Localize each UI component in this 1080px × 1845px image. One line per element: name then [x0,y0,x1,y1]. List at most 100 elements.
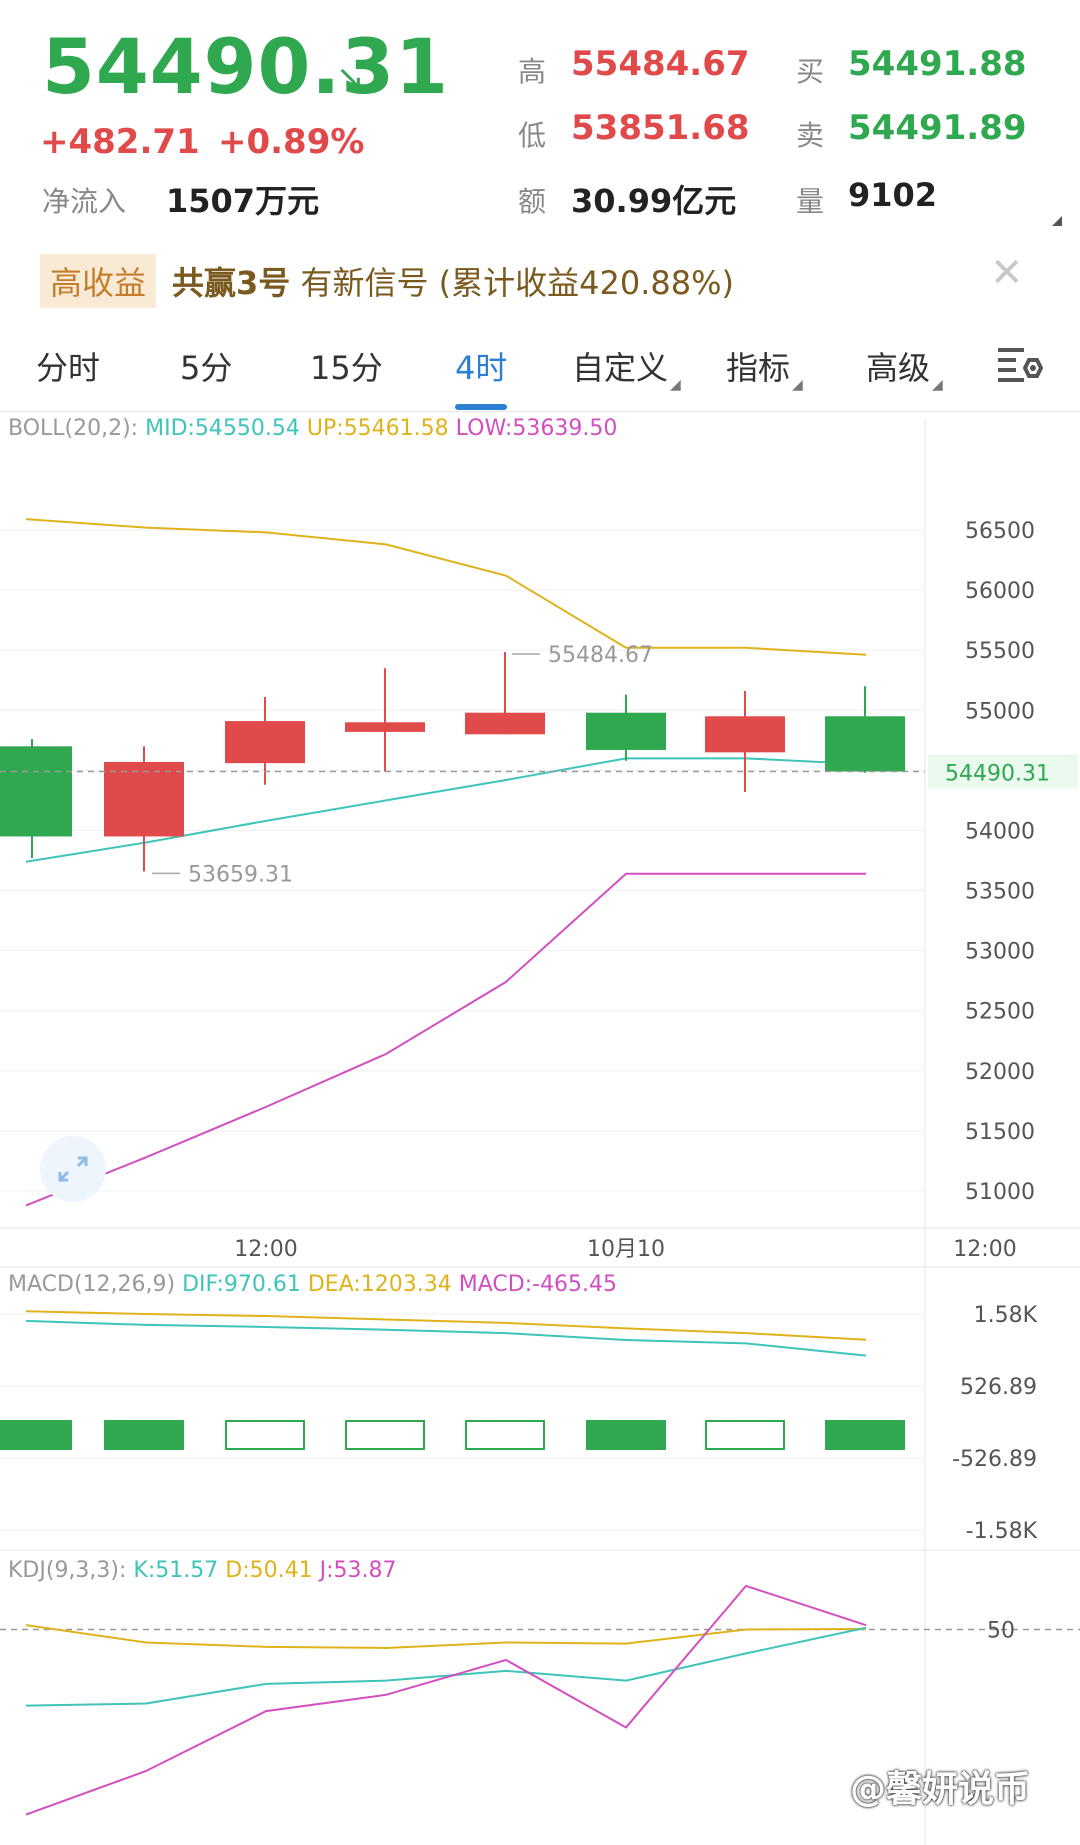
boll-mid-line [25,757,867,863]
expand-corner-icon[interactable] [1052,216,1062,226]
high-yield-tag: 高收益 [40,254,157,308]
boll-title: BOLL(20,2): [8,416,139,441]
tab-indicators-label: 指标 [726,349,791,387]
macd-dif: DIF:970.61 [182,1272,301,1297]
tabs-divider [0,411,1080,412]
high-value: 55484.67 [571,44,750,84]
amount-label: 额 [518,185,547,218]
x-tick-label: 10月10 [587,1237,665,1262]
macd-histogram-bar [465,1420,545,1450]
macd-header: MACD(12,26,9) DIF:970.61 DEA:1203.34 MAC… [8,1272,617,1297]
macd-value: MACD:-465.45 [458,1272,618,1297]
kdj-header: KDJ(9,3,3): K:51.57 D:50.41 J:53.87 [8,1558,396,1583]
macd-histogram-bar [104,1420,184,1450]
low-marker-label: 53659.31 [188,862,293,887]
macd-y-tick-label: 526.89 [960,1375,1037,1400]
signal-message: 有新信号 (累计收益420.88%) [300,264,734,302]
candle-body [345,722,425,732]
price-change-pct: +0.89% [218,122,365,162]
current-price-tag-bg [928,754,1078,789]
boll-header: BOLL(20,2): MID:54550.54 UP:55461.58 LOW… [8,416,617,441]
net-inflow-label: 净流入 [42,185,127,218]
y-tick-label: 52000 [965,1060,1035,1085]
macd-histogram-bar [345,1420,425,1450]
kdj-d-line [25,1624,867,1649]
close-icon[interactable]: ✕ [990,250,1024,296]
macd-histogram-bar [586,1420,666,1450]
x-tick-label: 12:00 [234,1237,297,1262]
tab-indicators[interactable]: 指标 ◢ [726,343,803,393]
y-tick-label: 52500 [965,1000,1035,1025]
macd-dif-line [25,1319,867,1357]
low-label: 低 [518,119,547,152]
current-price-tag: 54490.31 [945,762,1050,787]
caret-icon: ◢ [670,377,681,393]
tab-advanced-label: 高级 [866,349,931,387]
active-tab-indicator [455,404,507,410]
macd-histogram-bar [705,1420,785,1450]
y-tick-label: 53500 [965,880,1035,905]
y-tick-label: 51500 [965,1120,1035,1145]
macd-dea-line [25,1310,867,1341]
candle-body [104,761,184,837]
low-value: 53851.68 [571,108,750,148]
kdj-d: D:50.41 [225,1558,313,1583]
boll-low-line [25,872,866,1207]
sell-value: 54491.89 [848,108,1027,148]
kdj-title: KDJ(9,3,3): [8,1558,127,1583]
last-price: 54490.31 [42,22,450,111]
sell-label: 卖 [796,119,825,152]
boll-up: UP:55461.58 [306,416,449,441]
fullscreen-button[interactable] [40,1136,106,1202]
macd-dea: DEA:1203.34 [307,1272,452,1297]
tab-5min[interactable]: 5分 [180,349,233,387]
macd-histogram-bar [225,1420,305,1450]
macd-y-tick-label: -1.58K [966,1519,1038,1544]
price-change: +482.71 [40,122,200,162]
y-tick-label: 54000 [965,819,1035,844]
candle-body [586,712,666,750]
candle-body [0,746,72,837]
tab-4h[interactable]: 4时 [455,349,508,387]
caret-icon: ◢ [792,377,803,393]
volume-label: 量 [796,185,825,218]
tab-custom[interactable]: 自定义 ◢ [572,343,681,393]
candle-body [705,716,785,753]
tab-15min[interactable]: 15分 [310,349,383,387]
candle-body [225,721,305,764]
candle-body [825,716,905,772]
y-tick-label: 56000 [965,579,1035,604]
kline-chart[interactable]: 56500 56000 55500 55000 54000 53500 53000 52500… [0,408,1080,1845]
down-arrow-icon: ↘ [336,58,365,98]
x-tick-label: 12:00 [953,1237,1016,1262]
buy-value: 54491.88 [848,44,1027,84]
boll-low: LOW:53639.50 [455,416,618,441]
kdj-k: K:51.57 [133,1558,219,1583]
boll-mid: MID:54550.54 [145,416,300,441]
kdj-j: J:53.87 [319,1558,397,1583]
macd-y-tick-label: -526.89 [952,1447,1037,1472]
net-inflow-value: 1507万元 [166,182,320,220]
y-tick-label: 51000 [965,1180,1035,1205]
tab-custom-label: 自定义 [572,349,669,387]
signal-banner[interactable]: 共赢3号 有新信号 (累计收益420.88%) [172,258,734,304]
high-marker-label: 55484.67 [548,643,653,668]
kdj-j-line [25,1584,867,1816]
buy-label: 买 [796,55,825,88]
amount-value: 30.99亿元 [571,182,737,220]
boll-up-line [25,518,867,656]
tab-advanced[interactable]: 高级 ◢ [866,343,943,393]
y-tick-label: 56500 [965,519,1035,544]
macd-y-tick-label: 1.58K [974,1303,1038,1328]
macd-title: MACD(12,26,9) [8,1272,176,1297]
tab-timeshare[interactable]: 分时 [36,349,101,387]
high-label: 高 [518,55,547,88]
volume-value: 9102 [848,176,938,214]
watermark: @馨妍说币 [850,1769,1031,1810]
y-tick-label: 55000 [965,699,1035,724]
y-tick-label: 55500 [965,639,1035,664]
candle-body [465,712,545,735]
chart-settings-icon[interactable] [996,344,1044,388]
strategy-name: 共赢3号 [172,264,291,302]
kdj-k-line [25,1626,867,1707]
